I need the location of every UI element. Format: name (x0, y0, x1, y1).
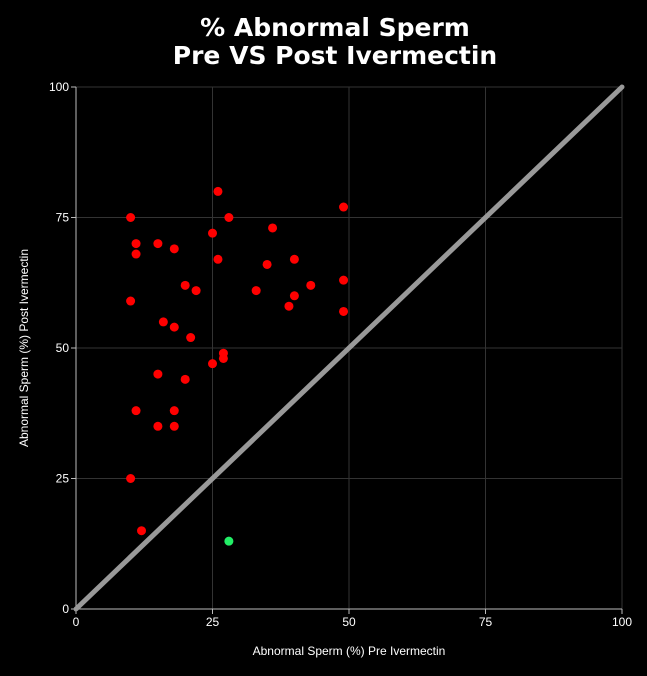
axes (71, 86, 623, 614)
data-point-s0-30 (131, 406, 141, 416)
data-point-s0-22 (158, 317, 168, 327)
data-point-s0-35 (137, 526, 147, 536)
data-point-s0-0 (126, 213, 136, 222)
data-point-s1-0 (224, 536, 234, 546)
x-tick-label-0: 0 (73, 615, 80, 629)
y-axis-label: Abnormal Sperm (%) Post Ivermectin (17, 249, 31, 447)
x-tick-label-50: 50 (342, 615, 356, 629)
data-point-s0-12 (289, 254, 299, 264)
tick-labels: 0 25 50 75 100 0 25 50 75 100 (49, 80, 632, 629)
data-point-s0-23 (169, 322, 179, 332)
data-point-s0-21 (191, 286, 201, 296)
x-tick-label-25: 25 (206, 615, 220, 629)
data-point-s0-20 (180, 280, 190, 290)
chart-title-line-2: Pre VS Post Ivermectin (172, 41, 498, 70)
data-point-s0-15 (306, 280, 316, 290)
chart-title-line-1: % Abnormal Sperm (200, 13, 470, 42)
y-tick-label-0: 0 (62, 602, 69, 616)
data-point-s0-32 (153, 421, 163, 431)
data-points (126, 186, 349, 546)
y-tick-label-75: 75 (56, 211, 70, 225)
data-point-s0-24 (186, 333, 196, 343)
data-point-s0-8 (208, 228, 217, 238)
data-point-s0-18 (251, 286, 261, 296)
data-point-s0-5 (169, 244, 179, 254)
data-point-s0-17 (284, 301, 294, 311)
grid-lines (76, 86, 623, 609)
chart-title: % Abnormal Sperm Pre VS Post Ivermectin (0, 14, 647, 70)
data-point-s0-7 (224, 213, 234, 222)
reference-line-diagonal (73, 84, 625, 612)
x-tick-label-75: 75 (479, 615, 493, 629)
data-point-s0-4 (153, 239, 163, 249)
data-point-s0-33 (169, 421, 179, 431)
data-point-s0-28 (153, 369, 163, 379)
x-axis-label: Abnormal Sperm (%) Pre Ivermectin (253, 644, 446, 658)
data-point-s0-16 (289, 291, 299, 301)
data-point-s0-27 (208, 359, 217, 369)
data-point-s0-11 (262, 259, 272, 269)
data-point-s0-9 (213, 254, 223, 264)
data-point-s0-19 (339, 306, 349, 316)
data-point-s0-10 (268, 223, 278, 233)
data-point-s0-31 (169, 406, 179, 416)
data-point-s0-29 (180, 374, 190, 384)
x-tick-label-100: 100 (612, 615, 632, 629)
data-point-s0-34 (126, 474, 136, 483)
y-tick-label-100: 100 (49, 80, 69, 94)
data-point-s0-26 (218, 353, 228, 363)
data-point-s0-13 (339, 202, 349, 212)
y-tick-label-50: 50 (56, 341, 70, 355)
data-point-s0-14 (339, 275, 349, 285)
y-tick-label-25: 25 (56, 472, 70, 486)
reference-line (73, 84, 625, 612)
data-point-s0-3 (126, 296, 136, 306)
data-point-s0-2 (131, 249, 141, 259)
data-point-s0-6 (213, 186, 223, 196)
data-point-s0-1 (131, 239, 141, 249)
